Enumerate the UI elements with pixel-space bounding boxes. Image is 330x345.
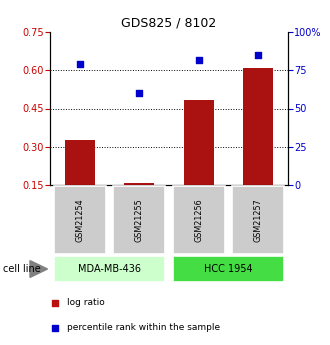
Text: log ratio: log ratio: [67, 298, 104, 307]
Text: percentile rank within the sample: percentile rank within the sample: [67, 323, 220, 332]
Text: GSM21255: GSM21255: [135, 198, 144, 242]
Bar: [232, 186, 284, 254]
Text: GSM21254: GSM21254: [75, 198, 84, 242]
Text: cell line: cell line: [3, 264, 41, 274]
Bar: [173, 186, 225, 254]
Point: [196, 57, 201, 62]
Bar: [173, 256, 284, 282]
Text: HCC 1954: HCC 1954: [204, 264, 253, 274]
Bar: [244, 68, 273, 185]
Text: MDA-MB-436: MDA-MB-436: [78, 264, 141, 274]
Point: [77, 61, 82, 67]
Bar: [65, 140, 95, 185]
Bar: [53, 256, 165, 282]
Point: [137, 90, 142, 96]
Point: [256, 52, 261, 58]
Polygon shape: [30, 260, 48, 277]
Text: GSM21257: GSM21257: [254, 198, 263, 242]
Bar: [124, 183, 154, 185]
Point: [210, 199, 215, 204]
Bar: [53, 186, 106, 254]
Bar: [184, 100, 214, 185]
Bar: [113, 186, 165, 254]
Title: GDS825 / 8102: GDS825 / 8102: [121, 17, 216, 29]
Text: GSM21256: GSM21256: [194, 198, 203, 242]
